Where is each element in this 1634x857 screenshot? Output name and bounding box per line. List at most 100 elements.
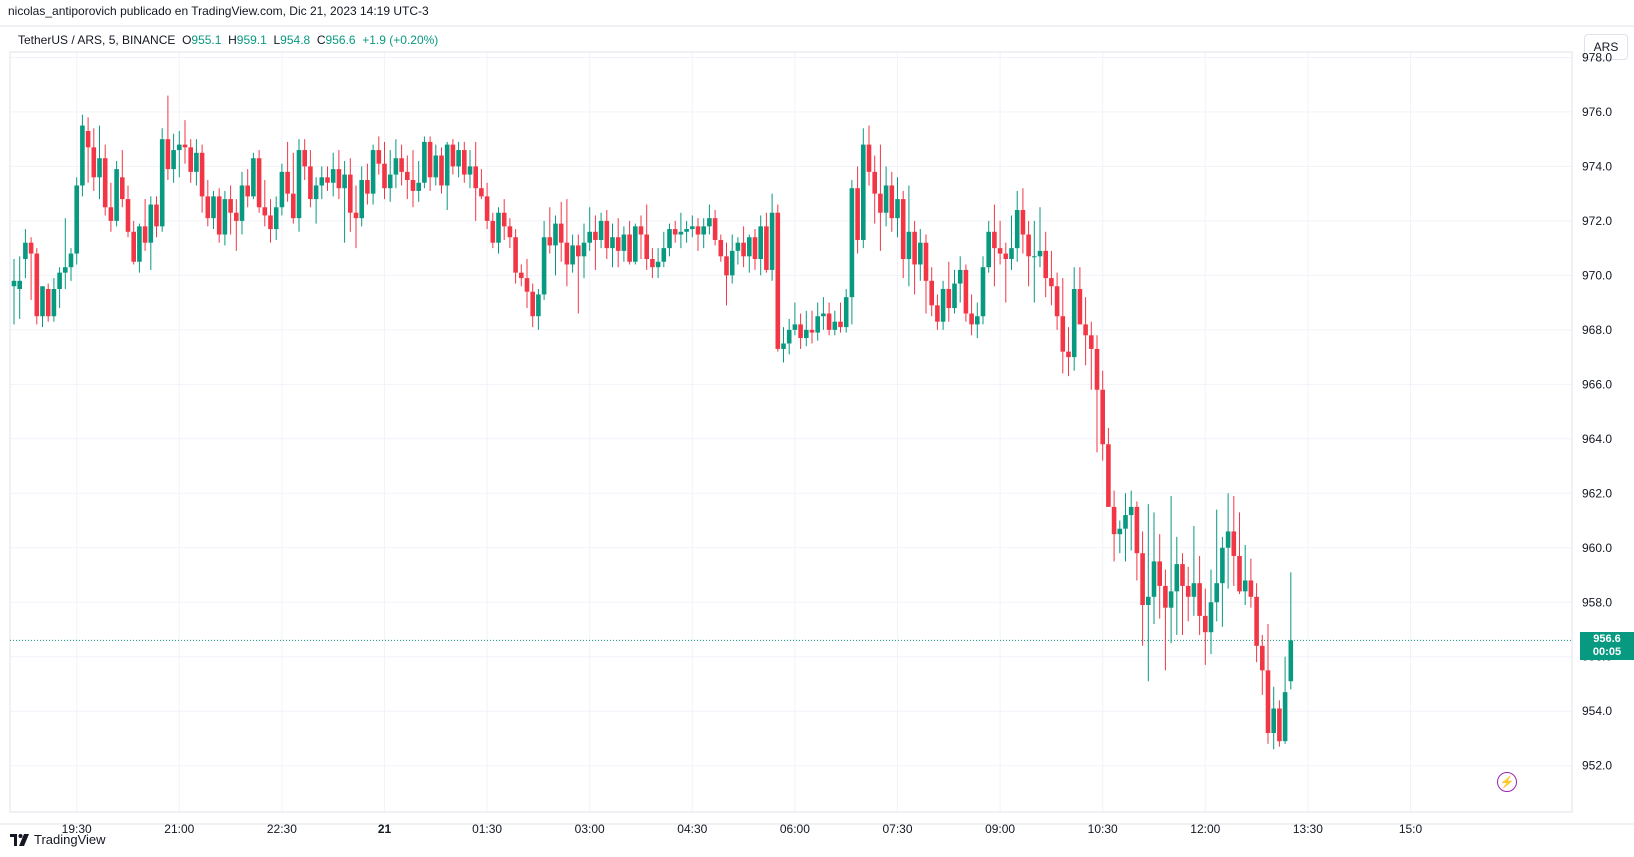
candle-body [581,242,587,257]
candle-body [114,169,119,221]
candle-body [826,313,832,330]
tradingview-logo-icon [10,833,29,846]
candle [587,207,592,251]
tradingview-brand[interactable]: TradingView [10,832,106,847]
candle [302,139,307,181]
candle-body [319,177,325,186]
y-tick-label: 958.0 [1582,595,1612,609]
x-tick-label: 13:30 [1293,822,1323,836]
candle-body [177,144,182,151]
candle-body [308,166,313,200]
candle-body [387,174,393,189]
candle [1049,250,1054,306]
candle-body [1203,615,1208,633]
lightning-icon[interactable]: ⚡ [1497,772,1517,792]
candle [1117,520,1123,554]
candle [1260,634,1265,695]
bar-countdown: 00:05 [1592,646,1622,659]
candle [114,160,119,227]
candle [633,223,638,265]
candle-body [28,242,34,254]
candle [85,117,91,183]
candle-body [519,272,524,279]
x-tick-label: 15:0 [1399,822,1423,836]
candle-body [1049,278,1054,287]
candle-body [923,242,929,281]
candle [769,193,775,281]
candle-body [695,226,701,235]
candle [558,201,564,262]
candle [336,150,342,200]
candle [861,128,866,249]
candle-body [433,155,439,178]
candle-body [11,280,17,287]
candle-body [530,291,535,317]
y-tick-label: 966.0 [1582,377,1612,391]
candle [467,150,473,189]
candle-body [963,269,969,314]
y-tick-label: 952.0 [1582,759,1612,773]
candle [256,150,262,213]
candle [348,158,353,232]
candle-body [365,180,370,194]
candle-body [17,280,22,289]
candle [125,185,131,238]
candle-body [764,226,769,270]
candle-body [171,150,176,170]
candle [496,207,501,254]
candle [325,166,330,191]
candle-body [154,204,159,227]
candle [1231,496,1237,586]
candle [353,185,359,249]
candle-body [627,234,632,262]
candle-body [291,193,296,219]
candle-body [1003,253,1009,260]
candle [1100,370,1105,461]
candle [1214,509,1219,622]
candle [387,150,393,202]
candle [142,199,148,251]
candle [838,302,843,333]
candle [45,283,51,322]
candle-body [678,231,684,235]
candle-body [148,204,154,243]
candle [1282,656,1288,744]
candle [120,150,125,208]
candle [473,141,478,221]
candle-body [91,147,97,178]
candle [570,234,575,273]
candle [519,264,524,287]
candle-body [604,220,610,249]
candle-body [1123,515,1128,529]
candle [1060,278,1066,374]
candle-body [684,229,689,232]
candle [530,283,535,328]
candle-body [462,150,467,175]
candle [194,139,199,186]
candle [165,95,171,181]
candle-body [1054,286,1060,317]
candle-body [524,278,530,292]
candle [809,310,815,344]
candle-body [969,313,974,325]
candle [1043,231,1048,298]
candle-body [866,144,872,172]
candle-body [889,185,895,219]
currency-button[interactable]: ARS [1584,34,1628,60]
candle [729,234,735,284]
candle [245,169,250,208]
candle-body [256,158,262,208]
candle [1271,686,1276,750]
symbol-name[interactable]: TetherUS / ARS, 5, BINANCE [18,33,176,47]
candle [672,220,678,243]
candle-body [615,237,621,251]
candle-body [251,158,256,197]
candle-body [80,125,85,186]
candle-body [456,150,461,167]
candle [615,218,621,268]
candle [598,212,604,249]
candle [1066,327,1071,377]
candle-body [929,280,934,306]
candle [1014,190,1020,262]
